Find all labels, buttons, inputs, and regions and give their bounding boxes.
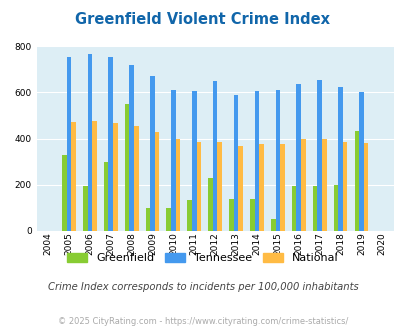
Bar (113, 123, 117, 231)
Bar (171, 90, 175, 231)
Bar (291, 186, 296, 231)
Bar (83, 186, 87, 231)
Bar (62, 155, 66, 231)
Bar (363, 143, 367, 231)
Bar (196, 142, 201, 231)
Bar (312, 186, 317, 231)
Bar (275, 90, 279, 231)
Bar (337, 87, 342, 231)
Bar (208, 178, 212, 231)
Bar (108, 57, 113, 231)
Bar (317, 80, 321, 231)
Bar (87, 54, 92, 231)
Text: © 2025 CityRating.com - https://www.cityrating.com/crime-statistics/: © 2025 CityRating.com - https://www.city… (58, 317, 347, 326)
Bar (150, 76, 154, 231)
Bar (333, 185, 337, 231)
Text: Crime Index corresponds to incidents per 100,000 inhabitants: Crime Index corresponds to incidents per… (47, 282, 358, 292)
Bar (259, 145, 263, 231)
Bar (270, 219, 275, 231)
Bar (104, 162, 108, 231)
Bar (228, 199, 233, 231)
Bar (354, 130, 358, 231)
Bar (279, 144, 284, 231)
Bar (217, 142, 222, 231)
Bar (249, 199, 254, 231)
Bar (321, 139, 326, 231)
Bar (358, 92, 363, 231)
Bar (342, 142, 347, 231)
Bar (238, 146, 242, 231)
Bar (192, 90, 196, 231)
Bar (134, 126, 138, 231)
Bar (92, 121, 96, 231)
Bar (129, 65, 134, 231)
Bar (154, 132, 159, 231)
Bar (296, 84, 301, 231)
Bar (233, 95, 238, 231)
Bar (124, 104, 129, 231)
Legend: Greenfield, Tennessee, National: Greenfield, Tennessee, National (62, 248, 343, 268)
Bar (66, 57, 71, 231)
Bar (187, 200, 192, 231)
Text: Greenfield Violent Crime Index: Greenfield Violent Crime Index (75, 12, 330, 26)
Bar (301, 139, 305, 231)
Bar (175, 139, 180, 231)
Bar (166, 208, 171, 231)
Bar (71, 122, 76, 231)
Bar (145, 208, 150, 231)
Bar (212, 81, 217, 231)
Bar (254, 90, 259, 231)
